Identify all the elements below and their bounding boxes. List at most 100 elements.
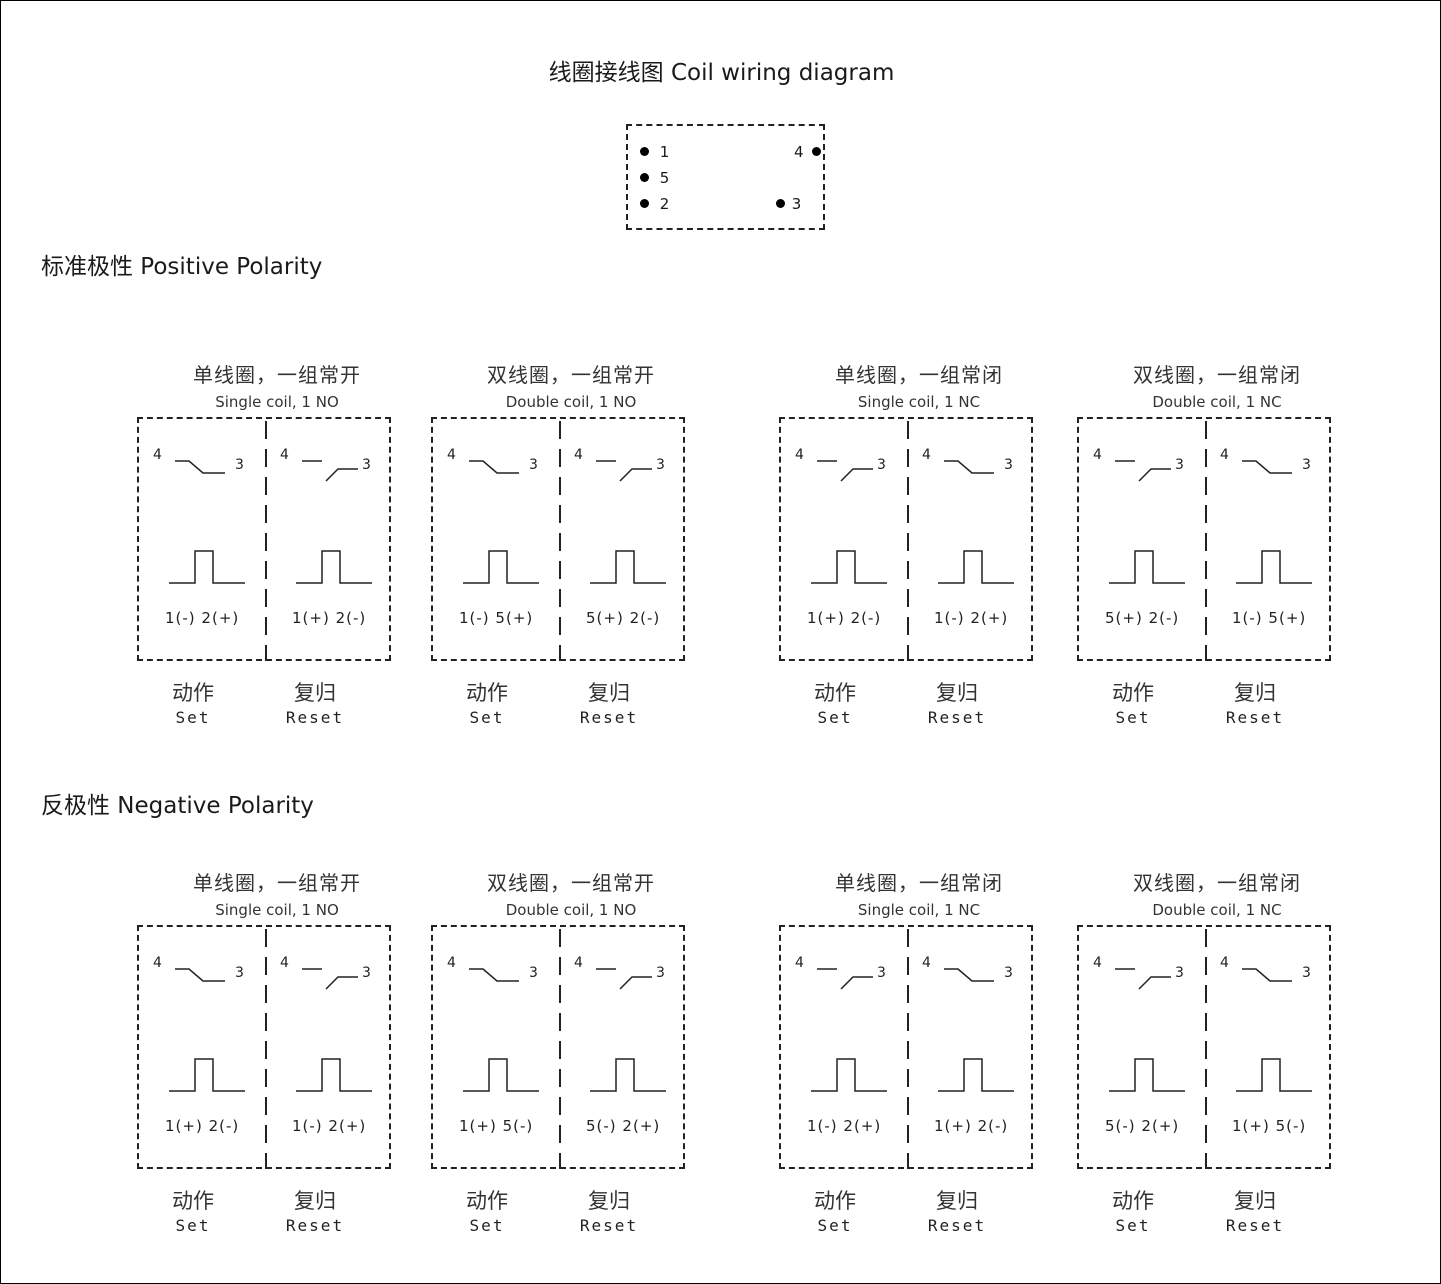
coil-terminals-reset: 5(+) 2(-): [586, 609, 661, 627]
contact-diagram-svg: [1109, 929, 1312, 1169]
group-title-en: Single coil, 1 NO: [215, 901, 339, 919]
set-label-cn: 动作: [172, 1189, 214, 1213]
coil-terminals-reset: 1(-) 5(+): [1232, 609, 1307, 627]
reset-label: 复归 Reset: [275, 677, 355, 727]
coil-terminals-set: 5(+) 2(-): [1105, 609, 1180, 627]
contact-switch-closed: [817, 460, 873, 482]
coil-terminals-set: 1(-) 2(+): [165, 609, 240, 627]
contact-pin-3: 3: [1302, 965, 1312, 981]
pin-4: 4: [794, 143, 822, 160]
set-label-en: Set: [175, 708, 211, 727]
contact-pin-4: 4: [1093, 955, 1103, 971]
set-label: 动作 Set: [153, 677, 233, 727]
contact-diagram-svg: [463, 421, 666, 661]
pin-5: 5: [640, 169, 669, 186]
reset-label-en: Reset: [1225, 708, 1285, 727]
contact-box: 4 3 1(+) 5(-) 4 3 5(-) 2(+): [431, 925, 685, 1169]
reset-label-cn: 复归: [936, 1189, 978, 1213]
contact-switch-closed: [596, 460, 652, 482]
wiring-group: 双线圈，一组常开 Double coil, 1 NO 4 3 1(-) 5(+) 4 3 5(…: [431, 359, 711, 749]
wiring-group: 双线圈，一组常闭 Double coil, 1 NC 4 3 5(-) 2(+) 4 3 1(…: [1077, 867, 1357, 1257]
group-title-cn: 双线圈，一组常开: [487, 363, 655, 387]
contact-pin-4: 4: [922, 955, 932, 971]
reset-label: 复归 Reset: [1215, 1185, 1295, 1235]
pin-layout-box: 1 5 2 4 3: [626, 124, 825, 230]
reset-label-cn: 复归: [588, 681, 630, 705]
pin-dot-icon: [640, 147, 649, 156]
set-label: 动作 Set: [447, 1185, 527, 1235]
set-label-cn: 动作: [1112, 681, 1154, 705]
section-title-positive: 标准极性 Positive Polarity: [41, 254, 323, 280]
contact-pin-3: 3: [362, 457, 372, 473]
contact-diagram-svg: [811, 929, 1014, 1169]
wiring-group: 双线圈，一组常闭 Double coil, 1 NC 4 3 5(+) 2(-) 4 3 1(…: [1077, 359, 1357, 749]
coil-pulse-set: [169, 1058, 245, 1092]
set-label: 动作 Set: [1093, 1185, 1173, 1235]
contact-box: 4 3 5(+) 2(-) 4 3 1(-) 5(+): [1077, 417, 1331, 661]
reset-label: 复归 Reset: [569, 1185, 649, 1235]
contact-pin-3: 3: [1004, 457, 1014, 473]
wiring-group: 单线圈，一组常开 Single coil, 1 NO 4 3 1(-) 2(+) 4 3 1(…: [137, 359, 417, 749]
set-label-en: Set: [817, 1216, 853, 1235]
contact-box: 4 3 1(+) 2(-) 4 3 1(-) 2(+): [779, 417, 1033, 661]
reset-label-en: Reset: [579, 708, 639, 727]
contact-pin-3: 3: [877, 965, 887, 981]
set-label-cn: 动作: [466, 1189, 508, 1213]
contact-pin-3: 3: [362, 965, 372, 981]
contact-pin-4: 4: [280, 955, 290, 971]
reset-label-cn: 复归: [294, 1189, 336, 1213]
pin-dot-icon: [776, 199, 785, 208]
reset-label: 复归 Reset: [569, 677, 649, 727]
reset-label: 复归 Reset: [917, 677, 997, 727]
contact-pin-4: 4: [1093, 447, 1103, 463]
set-label-cn: 动作: [814, 681, 856, 705]
contact-pin-3: 3: [235, 457, 245, 473]
contact-diagram-svg: [1109, 421, 1312, 661]
contact-box: 4 3 1(-) 2(+) 4 3 1(+) 2(-): [137, 417, 391, 661]
set-label-cn: 动作: [814, 1189, 856, 1213]
contact-pin-3: 3: [656, 457, 666, 473]
coil-pulse-set: [463, 1058, 539, 1092]
pin-2: 2: [640, 195, 669, 212]
contact-box: 4 3 1(-) 5(+) 4 3 5(+) 2(-): [431, 417, 685, 661]
group-title-en: Single coil, 1 NO: [215, 393, 339, 411]
contact-switch-closed: [302, 460, 358, 482]
contact-pin-4: 4: [1220, 955, 1230, 971]
reset-label-cn: 复归: [1234, 1189, 1276, 1213]
set-label-en: Set: [817, 708, 853, 727]
contact-pin-3: 3: [235, 965, 245, 981]
pin-dot-icon: [640, 173, 649, 182]
coil-pulse-reset: [1236, 1058, 1312, 1092]
contact-diagram-svg: [463, 929, 666, 1169]
group-title-en: Single coil, 1 NC: [857, 393, 981, 411]
contact-switch-open: [175, 460, 225, 474]
contact-pin-3: 3: [656, 965, 666, 981]
coil-pulse-set: [811, 1058, 887, 1092]
contact-pin-4: 4: [1220, 447, 1230, 463]
reset-label-cn: 复归: [936, 681, 978, 705]
group-title-en: Single coil, 1 NC: [857, 901, 981, 919]
coil-pulse-reset: [590, 550, 666, 584]
coil-pulse-reset: [1236, 550, 1312, 584]
set-label-en: Set: [1115, 1216, 1151, 1235]
contact-switch-open: [1242, 968, 1292, 982]
contact-switch-open: [944, 460, 994, 474]
coil-pulse-reset: [938, 1058, 1014, 1092]
contact-switch-open: [944, 968, 994, 982]
set-label-en: Set: [469, 708, 505, 727]
contact-switch-closed: [1115, 460, 1171, 482]
coil-terminals-reset: 1(+) 5(-): [1232, 1117, 1307, 1135]
set-label: 动作 Set: [153, 1185, 233, 1235]
contact-pin-3: 3: [877, 457, 887, 473]
contact-pin-3: 3: [1004, 965, 1014, 981]
pin-3: 3: [776, 195, 801, 212]
reset-label: 复归 Reset: [1215, 677, 1295, 727]
coil-terminals-set: 1(+) 2(-): [807, 609, 882, 627]
contact-pin-4: 4: [153, 447, 163, 463]
coil-pulse-reset: [296, 550, 372, 584]
contact-switch-open: [469, 968, 519, 982]
contact-pin-3: 3: [1302, 457, 1312, 473]
wiring-group: 双线圈，一组常开 Double coil, 1 NO 4 3 1(+) 5(-) 4 3 5(…: [431, 867, 711, 1257]
coil-pulse-set: [811, 550, 887, 584]
